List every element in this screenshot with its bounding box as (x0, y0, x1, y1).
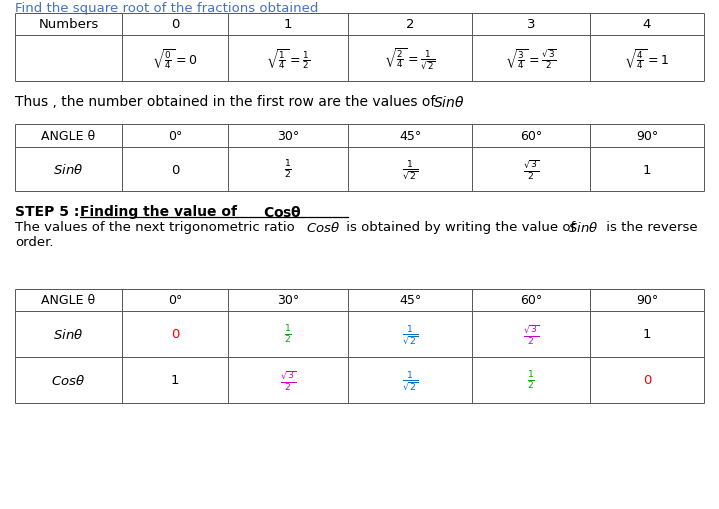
Text: 30°: 30° (277, 294, 299, 307)
Text: $\frac{1}{\sqrt{2}}$: $\frac{1}{\sqrt{2}}$ (402, 158, 418, 181)
Text: $Sin\theta$: $Sin\theta$ (568, 220, 598, 235)
Text: Find the square root of the fractions obtained: Find the square root of the fractions ob… (15, 2, 319, 15)
Text: $\frac{\sqrt{3}}{2}$: $\frac{\sqrt{3}}{2}$ (523, 323, 539, 346)
Text: 1: 1 (284, 18, 292, 32)
Text: 45°: 45° (399, 294, 421, 307)
Text: Thus , the number obtained in the first row are the values of: Thus , the number obtained in the first … (15, 95, 440, 109)
Text: order.: order. (15, 236, 53, 248)
Text: 0: 0 (171, 163, 179, 176)
Text: 30°: 30° (277, 130, 299, 143)
Text: $Sin\theta$: $Sin\theta$ (433, 95, 464, 110)
Text: $\frac{1}{\sqrt{2}}$: $\frac{1}{\sqrt{2}}$ (402, 323, 418, 346)
Text: 4: 4 (643, 18, 651, 32)
Text: $\sqrt{\frac{1}{4}} = \frac{1}{2}$: $\sqrt{\frac{1}{4}} = \frac{1}{2}$ (266, 47, 310, 71)
Text: 0: 0 (643, 374, 651, 387)
Text: $\frac{\sqrt{3}}{2}$: $\frac{\sqrt{3}}{2}$ (280, 369, 296, 392)
Text: 0: 0 (171, 18, 179, 32)
Text: is obtained by writing the value of: is obtained by writing the value of (342, 220, 580, 234)
Text: $Cos\theta$: $Cos\theta$ (306, 220, 340, 235)
Text: 1: 1 (170, 374, 179, 387)
Text: $\sqrt{\frac{0}{4}} = 0$: $\sqrt{\frac{0}{4}} = 0$ (152, 47, 198, 71)
Text: 2: 2 (406, 18, 414, 32)
Text: 0°: 0° (168, 130, 182, 143)
Text: 90°: 90° (636, 130, 658, 143)
Text: 1: 1 (643, 163, 651, 176)
Text: $\frac{\sqrt{3}}{2}$: $\frac{\sqrt{3}}{2}$ (523, 158, 539, 181)
Text: $\sqrt{\frac{3}{4}} = \frac{\sqrt{3}}{2}$: $\sqrt{\frac{3}{4}} = \frac{\sqrt{3}}{2}… (505, 47, 557, 71)
Text: STEP 5 :: STEP 5 : (15, 205, 89, 218)
Text: 45°: 45° (399, 130, 421, 143)
Text: 90°: 90° (636, 294, 658, 307)
Text: 0°: 0° (168, 294, 182, 307)
Text: $\sqrt{\frac{4}{4}} = 1$: $\sqrt{\frac{4}{4}} = 1$ (624, 47, 669, 71)
Text: Numbers: Numbers (38, 18, 99, 32)
Text: $Sin\theta$: $Sin\theta$ (53, 163, 83, 177)
Text: $\sqrt{\frac{2}{4}} = \frac{1}{\sqrt{2}}$: $\sqrt{\frac{2}{4}} = \frac{1}{\sqrt{2}}… (384, 46, 436, 71)
Text: 1: 1 (643, 328, 651, 341)
Text: $\frac{1}{2}$: $\frac{1}{2}$ (527, 369, 535, 391)
Text: The values of the next trigonometric ratio: The values of the next trigonometric rat… (15, 220, 299, 234)
Text: is the reverse: is the reverse (602, 220, 697, 234)
Text: $Sin\theta$: $Sin\theta$ (53, 327, 83, 342)
Text: 3: 3 (527, 18, 535, 32)
Text: 60°: 60° (520, 130, 542, 143)
Text: 0: 0 (171, 328, 179, 341)
Text: Finding the value of: Finding the value of (80, 205, 242, 218)
Text: $\frac{1}{2}$: $\frac{1}{2}$ (284, 323, 292, 346)
Text: $\frac{1}{\sqrt{2}}$: $\frac{1}{\sqrt{2}}$ (402, 369, 418, 392)
Text: 60°: 60° (520, 294, 542, 307)
Text: ANGLE θ: ANGLE θ (42, 130, 96, 143)
Text: $\mathbf{Cos\theta}$: $\mathbf{Cos\theta}$ (263, 205, 302, 219)
Text: ANGLE θ: ANGLE θ (42, 294, 96, 307)
Text: $Cos\theta$: $Cos\theta$ (52, 373, 86, 387)
Text: $\frac{1}{2}$: $\frac{1}{2}$ (284, 159, 292, 181)
